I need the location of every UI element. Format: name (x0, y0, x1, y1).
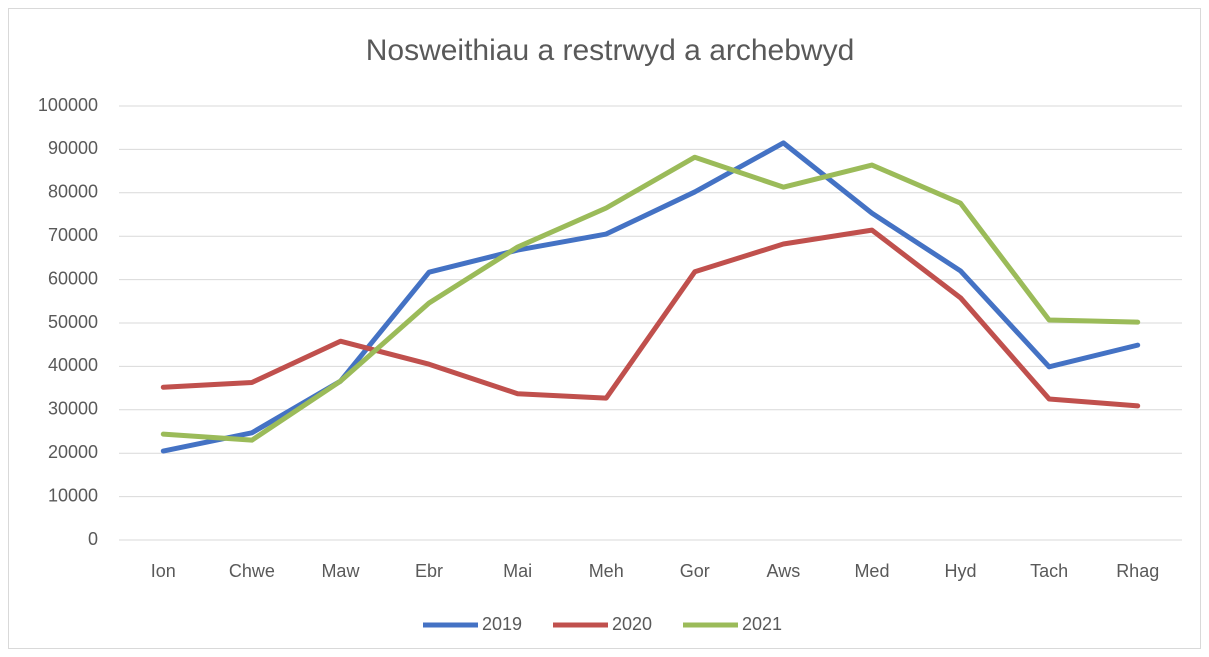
y-tick-label: 40000 (48, 355, 98, 375)
x-tick-label: Mai (503, 561, 532, 581)
y-tick-label: 80000 (48, 182, 98, 202)
y-tick-label: 70000 (48, 225, 98, 245)
y-tick-label: 20000 (48, 442, 98, 462)
x-tick-label: Tach (1030, 561, 1068, 581)
x-tick-label: Hyd (945, 561, 977, 581)
y-tick-label: 50000 (48, 312, 98, 332)
series-line (160, 154, 1141, 443)
y-tick-label: 10000 (48, 485, 98, 505)
x-tick-label: Meh (589, 561, 624, 581)
x-tick-label: Maw (321, 561, 360, 581)
x-tick-label: Rhag (1116, 561, 1159, 581)
x-tick-label: Gor (680, 561, 710, 581)
legend-label: 2020 (612, 614, 652, 634)
x-tick-label: Ebr (415, 561, 443, 581)
x-tick-label: Chwe (229, 561, 275, 581)
x-tick-label: Ion (151, 561, 176, 581)
y-tick-label: 30000 (48, 399, 98, 419)
y-tick-label: 60000 (48, 268, 98, 288)
chart-title: Nosweithiau a restrwyd a archebwyd (366, 34, 855, 67)
legend-label: 2021 (742, 614, 782, 634)
y-tick-label: 0 (88, 529, 98, 549)
chart-border (8, 8, 1201, 649)
x-tick-label: Aws (767, 561, 801, 581)
y-tick-label: 90000 (48, 138, 98, 158)
legend-label: 2019 (482, 614, 522, 634)
x-tick-label: Med (854, 561, 889, 581)
series-line (160, 227, 1141, 409)
y-tick-label: 100000 (38, 95, 98, 115)
